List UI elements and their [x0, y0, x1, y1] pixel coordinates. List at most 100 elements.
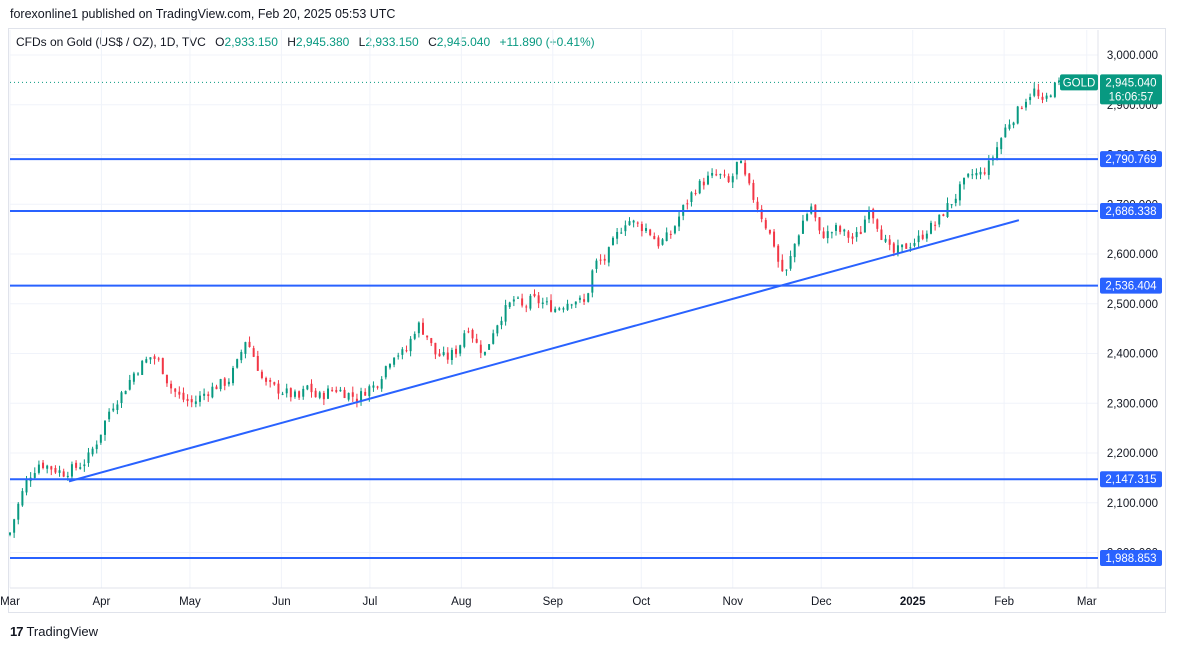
- candle-body: [905, 243, 908, 249]
- candle-body: [83, 464, 86, 467]
- candle-body: [475, 338, 478, 343]
- candle-body: [87, 452, 90, 464]
- candle-body: [711, 172, 714, 176]
- candle-body: [211, 386, 214, 398]
- x-tick-label: Aug: [451, 596, 471, 608]
- candle-body: [360, 391, 363, 401]
- candle-body: [640, 224, 643, 232]
- candle-body: [971, 174, 974, 176]
- candle-body: [240, 352, 243, 361]
- candle-body: [723, 174, 726, 176]
- candle-body: [822, 231, 825, 239]
- candle-body: [901, 244, 904, 248]
- candle-body: [215, 386, 218, 390]
- level-price-badge: [1100, 151, 1162, 168]
- candle-body: [108, 411, 111, 420]
- candle-body: [149, 357, 152, 360]
- candle-body: [1037, 89, 1040, 97]
- candle-body: [777, 245, 780, 262]
- candle-body: [21, 491, 24, 506]
- candle-body: [9, 532, 11, 535]
- candle-body: [954, 198, 957, 203]
- candle-body: [277, 383, 280, 394]
- candle-body: [896, 245, 899, 253]
- candle-body: [182, 392, 185, 400]
- trendline: [68, 219, 1020, 483]
- candle-body: [950, 204, 953, 206]
- candle-body: [42, 462, 45, 469]
- candle-body: [996, 147, 999, 160]
- candle-body: [471, 329, 474, 339]
- candle-body: [624, 225, 627, 232]
- candle-body: [508, 302, 511, 307]
- candle-body: [33, 473, 36, 478]
- candle-body: [79, 467, 82, 469]
- candle-body: [1024, 101, 1027, 108]
- x-tick-label: Apr: [92, 596, 110, 608]
- candle-body: [54, 468, 57, 473]
- candle-body: [446, 352, 449, 360]
- candle-body: [657, 237, 660, 247]
- candle-body: [388, 364, 391, 368]
- candle-body: [512, 299, 515, 302]
- candle-body: [120, 392, 123, 404]
- candle-body: [314, 390, 317, 398]
- candle-body: [479, 344, 482, 353]
- x-tick-label: Feb: [994, 596, 1014, 608]
- candle-body: [706, 175, 709, 185]
- candle-body: [380, 379, 383, 389]
- candle-body: [376, 386, 379, 388]
- countdown-label: 16:06:57: [1109, 91, 1154, 103]
- candle-body: [843, 229, 846, 232]
- candle-body: [550, 300, 553, 312]
- x-tick-label: Mar: [1077, 596, 1097, 608]
- candle-body: [198, 395, 201, 402]
- x-tick-label: Jun: [272, 596, 291, 608]
- candle-body: [434, 342, 437, 355]
- candle-body: [37, 464, 40, 473]
- candle-body: [269, 380, 272, 382]
- candle-body: [599, 259, 602, 261]
- x-tick-label: Dec: [811, 596, 832, 608]
- candle-body: [521, 298, 524, 306]
- legend-open-label: O: [215, 35, 225, 49]
- candle-body: [731, 176, 734, 183]
- candle-body: [339, 389, 342, 392]
- candle-body: [826, 231, 829, 239]
- candle-body: [116, 404, 119, 410]
- candle-body: [678, 216, 681, 227]
- candle-body: [925, 233, 928, 239]
- candle-body: [153, 356, 156, 360]
- candle-body: [632, 220, 635, 223]
- candle-body: [892, 243, 895, 253]
- tradingview-logo-icon: 17: [10, 624, 24, 639]
- x-tick-label: Sep: [543, 596, 563, 608]
- candle-body: [281, 393, 284, 395]
- candle-body: [525, 306, 528, 308]
- level-price-badge: [1100, 550, 1162, 567]
- candle-body: [876, 219, 879, 229]
- candle-body: [302, 388, 305, 397]
- candle-body: [863, 219, 866, 233]
- candle-body: [529, 295, 532, 309]
- level-price-label: 1,988.853: [1105, 553, 1156, 565]
- candle-body: [504, 305, 507, 322]
- candle-body: [1008, 124, 1011, 129]
- candle-body: [417, 322, 420, 334]
- candle-body: [719, 174, 722, 176]
- candle-body: [620, 232, 623, 234]
- candle-body: [186, 398, 189, 402]
- x-tick-label: Oct: [632, 596, 651, 608]
- candle-body: [934, 224, 937, 226]
- legend-title: CFDs on Gold (US$ / OZ), 1D, TVC: [16, 35, 206, 49]
- x-tick-label: Nov: [723, 596, 744, 608]
- candle-body: [516, 297, 519, 299]
- candle-body: [793, 243, 796, 258]
- candle-body: [1058, 80, 1061, 83]
- legend-change: +11.890 (+0.41%): [499, 35, 595, 49]
- candle-body: [285, 388, 288, 394]
- candle-body: [566, 303, 569, 310]
- candle-body: [929, 222, 932, 234]
- legend-high-value: 2,945.380: [295, 35, 350, 49]
